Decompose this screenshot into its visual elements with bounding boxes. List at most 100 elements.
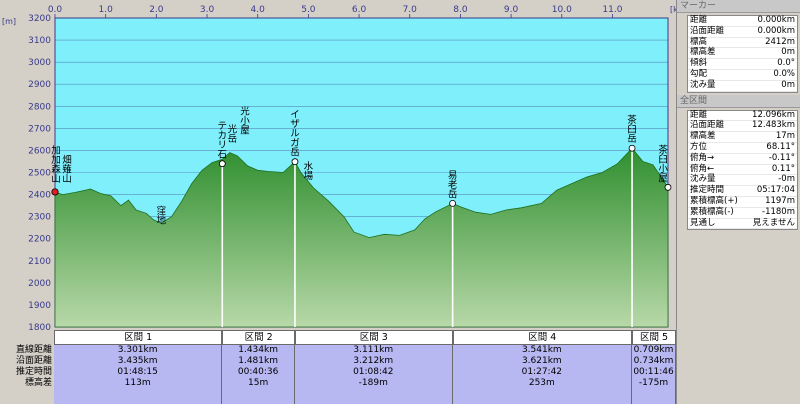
- section-values: 3.541km 3.621km 01:27:42 253m: [452, 345, 633, 404]
- y-tick-label: 1800: [28, 323, 51, 330]
- info-row: 標高 2412m: [688, 36, 797, 49]
- section-column: 区間 3 3.111km 3.212km 01:08:42 -189m: [294, 330, 453, 404]
- x-tick-label: 0.0: [48, 5, 63, 15]
- info-value: -0m: [778, 174, 795, 185]
- section-along-distance: 0.734km: [633, 356, 674, 366]
- place-label: 山: [51, 174, 61, 185]
- info-value: 12.483km: [752, 120, 795, 131]
- info-row: 距離 12.096km: [688, 109, 797, 122]
- section-elevation-diff: 113m: [124, 378, 151, 388]
- info-value: 2412m: [765, 36, 795, 47]
- info-row: 推定時間 05:17:04: [688, 185, 797, 197]
- info-row: 傾斜 0.0°: [688, 58, 797, 70]
- info-key: 距離: [690, 109, 708, 120]
- waypoint-label: 岳: [448, 188, 458, 200]
- section-header: 区間 3: [294, 330, 453, 345]
- info-value: 0.0%: [773, 68, 795, 79]
- marker-info-box: 距離 0.000km 沿面距離 0.000km 標高 2412m 標高差 0m 傾斜 0.0° 勾配…: [687, 15, 798, 93]
- place-label: 薙: [62, 164, 72, 176]
- info-key: 沿面距離: [690, 25, 725, 36]
- place-label: 小: [240, 116, 250, 127]
- section-straight-distance: 3.111km: [353, 345, 394, 355]
- info-value: -0.11°: [768, 152, 795, 163]
- section-header: 区間 1: [54, 330, 223, 345]
- info-key: 推定時間: [690, 185, 725, 196]
- place-label: 森: [51, 164, 61, 176]
- row-label-straight: 直線距離: [15, 345, 52, 355]
- y-tick-label: 2800: [28, 102, 51, 112]
- x-tick-label: 10.0: [552, 5, 572, 15]
- waypoint-label: イ: [290, 110, 300, 121]
- y-tick-label: 2500: [28, 169, 51, 179]
- y-tick-label: 3100: [28, 36, 51, 46]
- section-header: 区間 5: [632, 330, 676, 345]
- place-label: 水: [304, 161, 314, 173]
- section-along-distance: 3.212km: [353, 356, 394, 366]
- waypoint-marker: [291, 158, 299, 166]
- elevation-chart-svg[interactable]: 3200 3100 3000 2900 2800 2700 2600 2500 2400 2300…: [0, 0, 676, 330]
- elevation-profile-area: [54, 147, 669, 328]
- info-key: 沈み量: [690, 79, 716, 90]
- section-elevation-diff: -175m: [638, 378, 669, 388]
- place-label: 山: [62, 174, 72, 185]
- waypoint-label: ザ: [290, 119, 300, 130]
- section-along-distance: 3.435km: [117, 356, 158, 366]
- section-values: 3.111km 3.212km 01:08:42 -189m: [294, 345, 453, 404]
- section-estimated-time: 00:40:36: [237, 367, 279, 377]
- elevation-chart[interactable]: 3200 3100 3000 2900 2800 2700 2600 2500 2400 2300…: [0, 0, 676, 330]
- section-header: 区間 4: [452, 330, 633, 345]
- section-column: 区間 1 3.301km 3.435km 01:48:15 113m: [54, 330, 223, 404]
- info-row: 見通し 見えません: [688, 217, 797, 230]
- info-key: 俯角→: [690, 152, 715, 163]
- info-value: 0.000km: [757, 15, 795, 25]
- info-row: 俯角→ -0.11°: [688, 152, 797, 165]
- info-value: 12.096km: [752, 109, 795, 120]
- x-tick-label: 6.0: [352, 5, 367, 15]
- waypoint-marker: [218, 160, 226, 168]
- section-elevation-diff: 15m: [248, 378, 269, 388]
- info-row: 距離 0.000km: [688, 15, 797, 27]
- x-tick-label: 9.0: [504, 5, 519, 15]
- total-panel-title: 全区間: [677, 94, 800, 108]
- x-tick-label: 3.0: [200, 5, 215, 15]
- x-tick-label: 7.0: [403, 5, 418, 15]
- waypoint-label: テ: [218, 121, 228, 132]
- section-estimated-time: 01:48:15: [117, 367, 158, 377]
- section-straight-distance: 0.709km: [633, 345, 674, 355]
- info-key: 距離: [690, 15, 708, 25]
- section-row-labels: 直線距離 沿面距離 推定時間 標高差: [0, 345, 54, 404]
- waypoint-label: 老: [448, 179, 458, 191]
- place-label: 加: [51, 146, 61, 157]
- y-tick-label: 2300: [28, 213, 51, 223]
- y-tick-label: 2600: [28, 146, 51, 156]
- info-row: 方位 68.11°: [688, 141, 797, 154]
- x-tick-label: 2.0: [149, 5, 164, 15]
- place-label: 加: [51, 155, 61, 166]
- info-value: 68.11°: [766, 141, 795, 152]
- place-label: 光: [228, 124, 238, 136]
- info-value: 1197m: [765, 195, 795, 206]
- section-along-distance: 3.621km: [521, 356, 562, 366]
- place-label: 畑: [62, 154, 72, 166]
- place-label: 地: [157, 214, 167, 226]
- info-value: 0.000km: [757, 25, 795, 36]
- info-key: 見通し: [690, 217, 716, 228]
- section-column: 区間 4 3.541km 3.621km 01:27:42 253m: [452, 330, 633, 404]
- waypoint-marker: [628, 144, 636, 152]
- info-key: 勾配: [690, 68, 708, 79]
- waypoint-label: 石: [218, 150, 228, 161]
- profile-view: 3200 3100 3000 2900 2800 2700 2600 2500 2400 2300…: [0, 0, 676, 404]
- section-straight-distance: 1.434km: [238, 345, 278, 355]
- info-row: 沿面距離 12.483km: [688, 120, 797, 133]
- info-key: 標高差: [690, 131, 716, 142]
- section-straight-distance: 3.301km: [117, 345, 158, 355]
- info-key: 標高差: [690, 47, 716, 58]
- x-unit-label: [km]: [670, 5, 676, 14]
- info-row: 沿面距離 0.000km: [688, 25, 797, 38]
- info-key: 俯角←: [690, 163, 715, 174]
- info-row: 沈み量 0m: [688, 79, 797, 92]
- waypoint-marker: [449, 199, 457, 207]
- place-label: 屋: [240, 125, 250, 136]
- place-label: 茶: [658, 144, 668, 156]
- info-row: 標高差 17m: [688, 131, 797, 143]
